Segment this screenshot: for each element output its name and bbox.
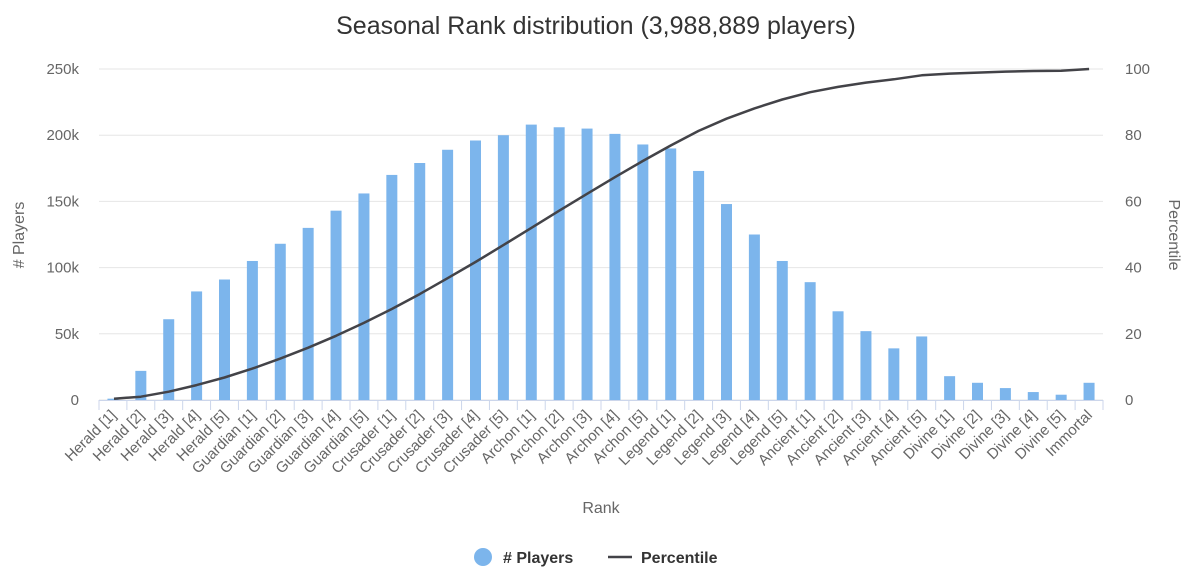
bar[interactable] (274, 243, 286, 400)
bar[interactable] (860, 331, 872, 400)
bar[interactable] (804, 282, 816, 400)
bar[interactable] (553, 127, 565, 401)
bar[interactable] (916, 336, 928, 400)
bar[interactable] (665, 148, 677, 400)
y-tick-label: 100k (46, 260, 79, 277)
y-axis-left: 0 50k 100k 150k 200k 250k (46, 61, 79, 409)
bar[interactable] (358, 193, 370, 400)
bar[interactable] (776, 260, 788, 400)
bar[interactable] (693, 170, 705, 400)
y-tick-label: 250k (46, 61, 79, 78)
y2-tick-label: 40 (1125, 260, 1142, 277)
x-axis: Herald [1]Herald [2]Herald [3]Herald [4]… (62, 400, 1104, 477)
y-axis-title: # Players (11, 202, 28, 269)
y2-tick-label: 100 (1125, 61, 1150, 78)
bar[interactable] (525, 124, 537, 400)
bar[interactable] (609, 133, 621, 400)
legend-players-marker (474, 548, 492, 566)
bar[interactable] (135, 370, 147, 400)
y2-tick-label: 80 (1125, 127, 1142, 144)
bar-series (107, 124, 1095, 401)
bar[interactable] (497, 135, 509, 400)
bar[interactable] (442, 149, 454, 400)
bar[interactable] (302, 227, 314, 400)
bar[interactable] (163, 319, 175, 400)
bar[interactable] (944, 376, 956, 400)
bar[interactable] (1027, 392, 1039, 400)
bar[interactable] (1083, 382, 1095, 400)
y-tick-label: 150k (46, 193, 79, 210)
bar[interactable] (386, 174, 398, 400)
bar[interactable] (888, 348, 900, 400)
legend-percentile-label: Percentile (641, 550, 718, 567)
bar[interactable] (219, 279, 230, 400)
legend-item-players[interactable]: # Players (474, 548, 573, 567)
legend-players-label: # Players (503, 550, 573, 567)
bar[interactable] (246, 260, 258, 400)
y-tick-label: 50k (55, 326, 80, 343)
bar[interactable] (330, 210, 342, 400)
bar[interactable] (637, 144, 649, 400)
y2-axis-title: Percentile (1165, 199, 1182, 270)
bar[interactable] (999, 388, 1011, 400)
bar[interactable] (748, 234, 760, 401)
bar[interactable] (972, 382, 983, 400)
chart-title: Seasonal Rank distribution (3,988,889 pl… (336, 12, 856, 40)
y-axis-right: 0 20 40 60 80 100 (1125, 61, 1150, 409)
legend-item-percentile[interactable]: Percentile (608, 550, 718, 567)
legend: # Players Percentile (474, 548, 718, 567)
bar[interactable] (1055, 394, 1067, 400)
y2-tick-label: 60 (1125, 193, 1142, 210)
percentile-line (113, 67, 1090, 400)
bar[interactable] (581, 128, 593, 400)
y-tick-label: 0 (71, 392, 79, 409)
bar[interactable] (832, 311, 844, 400)
x-axis-title: Rank (582, 500, 620, 517)
bar[interactable] (191, 291, 203, 400)
bar[interactable] (721, 204, 732, 400)
bar[interactable] (414, 163, 426, 400)
y2-tick-label: 0 (1125, 392, 1133, 409)
bar[interactable] (107, 398, 119, 400)
y2-tick-label: 20 (1125, 326, 1142, 343)
bar[interactable] (470, 140, 481, 400)
y-tick-label: 200k (46, 127, 79, 144)
